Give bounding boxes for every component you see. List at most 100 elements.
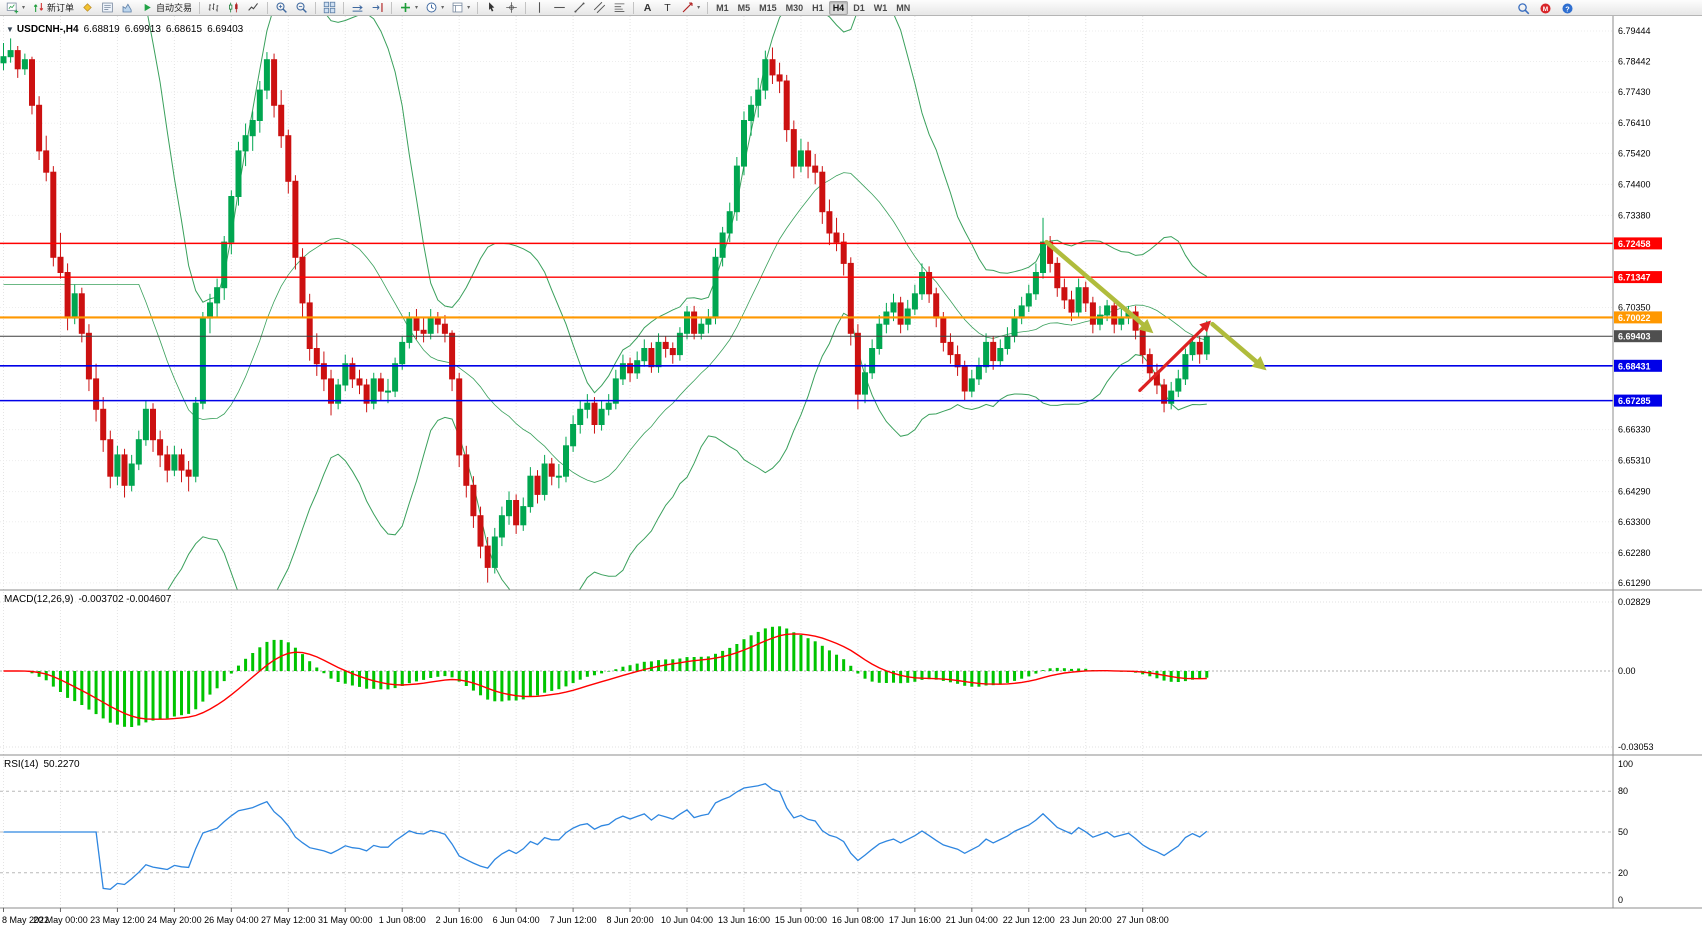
candle xyxy=(14,50,21,70)
zoom-in-icon-el xyxy=(278,4,283,9)
timeframe-h4-button[interactable]: H4 xyxy=(828,0,849,15)
auto-scroll-button[interactable] xyxy=(348,1,367,15)
rsi-header: RSI(14) 50.2270 xyxy=(4,759,80,770)
candle xyxy=(819,171,826,213)
chart-canvas[interactable]: 6.79444 6.78442 6.77430 6.76410 6.75420 6.744… xyxy=(0,16,1702,940)
tile-windows-button[interactable] xyxy=(320,1,339,15)
candle xyxy=(477,515,484,547)
candle xyxy=(1004,335,1011,349)
macd-axis-label: 0.02829 xyxy=(1618,597,1651,607)
timeframe-m5-button[interactable]: M5 xyxy=(734,1,755,15)
market-watch-button[interactable] xyxy=(118,1,137,15)
crosshair-button[interactable] xyxy=(502,1,521,15)
time-tick-label: 8 Jun 20:00 xyxy=(607,915,654,925)
candle xyxy=(627,363,634,374)
templates-button[interactable]: ▾ xyxy=(448,1,473,15)
candle xyxy=(741,120,747,167)
price-tick-label: 6.73380 xyxy=(1618,210,1651,220)
annotations[interactable] xyxy=(1044,239,1267,393)
time-tick-label: 31 May 00:00 xyxy=(318,915,373,925)
price-tick-label: 6.77430 xyxy=(1618,87,1651,97)
price-badge-el: 6.69403 xyxy=(1618,332,1651,342)
trend-arrow-annotation[interactable] xyxy=(1044,239,1154,334)
fibonacci-button[interactable] xyxy=(610,1,629,15)
macd-axis[interactable]: 0.02829 0.00 -0.03053 xyxy=(1618,597,1654,752)
price-tick-label: 6.62280 xyxy=(1618,548,1651,558)
rsi-line xyxy=(3,782,1208,890)
price-axis[interactable]: 6.79444 6.78442 6.77430 6.76410 6.75420 6.744… xyxy=(1614,26,1662,588)
chart-title-bar: ▼ USDCNH-,H4 6.68819 6.69913 6.68615 6.69403 xyxy=(6,24,243,35)
candlestick-button[interactable] xyxy=(224,1,243,15)
macd-axis-label: -0.03053 xyxy=(1618,742,1654,752)
candle xyxy=(342,363,349,386)
vertical-line-button[interactable] xyxy=(530,1,549,15)
candle xyxy=(605,402,612,410)
periods-button[interactable]: ▾ xyxy=(422,1,447,15)
line-chart-button[interactable] xyxy=(244,1,263,15)
trend-arrow-annotation-el[interactable] xyxy=(1044,239,1146,327)
auto-trading-button[interactable]: 自动交易 xyxy=(138,1,195,15)
label-button[interactable]: T xyxy=(658,1,677,15)
candle xyxy=(185,469,192,477)
trend-arrow-annotation-el[interactable] xyxy=(1199,320,1212,333)
candle xyxy=(484,545,491,568)
timeframe-m15-button[interactable]: M15 xyxy=(755,1,781,15)
candle xyxy=(563,445,569,477)
time-tick-label: 21 Jun 04:00 xyxy=(946,915,998,925)
timeframe-mn-button[interactable]: MN xyxy=(892,1,914,15)
zoom-out-button[interactable] xyxy=(292,1,311,15)
trendline-button[interactable] xyxy=(570,1,589,15)
trend-arrow-annotation-el[interactable] xyxy=(1138,326,1205,393)
price-badge-el: 6.70022 xyxy=(1618,313,1651,323)
community-button[interactable]: M xyxy=(1536,1,1555,15)
candle xyxy=(192,402,199,477)
chart-shift-button[interactable] xyxy=(368,1,387,15)
text-button[interactable]: A xyxy=(638,1,657,15)
horizontal-line-button[interactable] xyxy=(550,1,569,15)
indicators-button[interactable]: ▾ xyxy=(396,1,421,15)
bollinger-bands-el xyxy=(147,16,1208,394)
trend-arrow-annotation[interactable] xyxy=(1210,321,1267,371)
candle xyxy=(1196,341,1203,355)
timeframe-w1-button[interactable]: W1 xyxy=(870,1,892,15)
rsi-axis[interactable]: 100 80 50 20 0 xyxy=(1618,759,1633,905)
candle xyxy=(897,302,904,325)
history-center-button[interactable] xyxy=(98,1,117,15)
zoom-in-icon xyxy=(276,2,287,13)
timeframe-m30-button[interactable]: M30 xyxy=(782,1,808,15)
price-badge-el: 6.72458 xyxy=(1618,239,1651,249)
market-icon-el xyxy=(122,3,132,13)
search-icon-el xyxy=(1518,2,1527,12)
candle xyxy=(968,378,975,392)
rsi-value: 50.2270 xyxy=(43,759,80,770)
zoom-in-button[interactable] xyxy=(272,1,291,15)
price-tick-label: 6.66330 xyxy=(1618,425,1651,435)
candle xyxy=(57,256,64,274)
candle xyxy=(235,150,242,197)
chart-window[interactable]: 6.79444 6.78442 6.77430 6.76410 6.75420 6.744… xyxy=(0,16,1702,940)
metaeditor-button[interactable] xyxy=(78,1,97,15)
search-button[interactable] xyxy=(1514,1,1533,15)
zoom-out-icon xyxy=(296,2,307,13)
trend-arrow-annotation-el[interactable] xyxy=(1251,356,1267,371)
timeframe-h1-button[interactable]: H1 xyxy=(808,1,828,15)
new-order-button[interactable]: 新订单 xyxy=(29,1,77,15)
shapes-button[interactable]: ▾ xyxy=(678,1,703,15)
timeframe-d1-button[interactable]: D1 xyxy=(849,1,869,15)
candle xyxy=(983,341,990,368)
channel-button[interactable] xyxy=(590,1,609,15)
trend-arrow-annotation-el[interactable] xyxy=(1210,321,1259,364)
new-chart-button[interactable]: ▾ xyxy=(3,1,28,15)
trend-arrow-annotation-el[interactable] xyxy=(1138,318,1154,334)
help-button[interactable]: ? xyxy=(1558,1,1577,15)
bar-chart-button[interactable] xyxy=(204,1,223,15)
price-badge: 6.72458 xyxy=(1614,237,1662,250)
candle xyxy=(356,378,363,386)
candle xyxy=(1097,314,1103,325)
timeframe-m1-button[interactable]: M1 xyxy=(712,1,733,15)
cursor-button[interactable] xyxy=(482,1,501,15)
candle xyxy=(164,454,171,471)
trend-arrow-annotation[interactable] xyxy=(1138,320,1212,393)
candle xyxy=(285,135,292,182)
